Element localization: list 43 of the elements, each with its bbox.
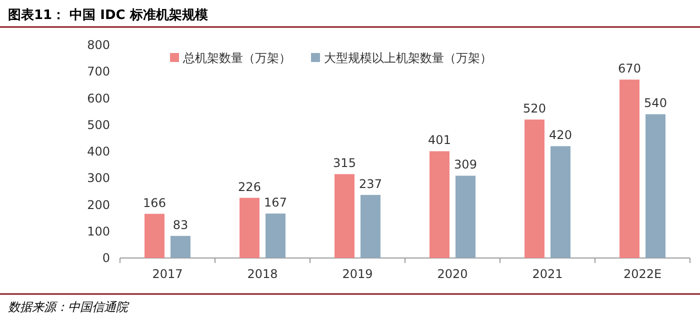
y-tick-label: 100: [87, 224, 110, 238]
bar: [360, 194, 380, 258]
y-tick-label: 300: [87, 171, 110, 186]
x-tick-label: 2019: [342, 267, 373, 281]
chart-title: 图表11： 中国 IDC 标准机架规模: [8, 7, 208, 23]
bar: [456, 176, 476, 258]
y-tick-label: 0: [102, 251, 110, 265]
data-label: 309: [454, 158, 477, 172]
bar: [646, 114, 666, 258]
legend-label: 总机架数量（万架）: [182, 51, 291, 65]
data-label: 520: [523, 102, 546, 116]
x-tick-label: 2020: [437, 267, 468, 281]
y-tick-label: 400: [87, 144, 110, 158]
data-label: 315: [333, 156, 356, 170]
y-tick-label: 800: [87, 38, 110, 52]
y-tick-label: 700: [87, 64, 110, 79]
bar: [334, 174, 354, 258]
x-tick-label: 2018: [247, 267, 278, 281]
data-label: 226: [238, 180, 261, 194]
bar: [240, 198, 260, 258]
data-label: 540: [644, 96, 667, 110]
x-tick-label: 2021: [532, 267, 563, 281]
bar: [430, 151, 450, 258]
y-tick-label: 200: [87, 198, 110, 212]
bar: [550, 146, 570, 258]
data-label: 670: [618, 62, 641, 76]
data-label: 166: [143, 196, 166, 210]
data-label: 401: [428, 133, 451, 148]
bar: [170, 236, 190, 258]
bar: [144, 214, 164, 258]
bar: [620, 80, 640, 258]
data-label: 167: [264, 196, 287, 210]
source-note: 数据来源：中国信通院: [8, 300, 130, 314]
data-label: 237: [359, 176, 382, 191]
x-tick-label: 2022E: [623, 267, 662, 281]
legend-label: 大型规模以上机架数量（万架）: [324, 51, 492, 65]
bar: [524, 120, 544, 258]
x-tick-label: 2017: [152, 267, 183, 281]
data-label: 83: [172, 218, 188, 232]
bar: [266, 214, 286, 258]
y-tick-label: 500: [87, 118, 110, 132]
data-label: 420: [549, 128, 572, 142]
y-tick-label: 600: [87, 91, 110, 106]
